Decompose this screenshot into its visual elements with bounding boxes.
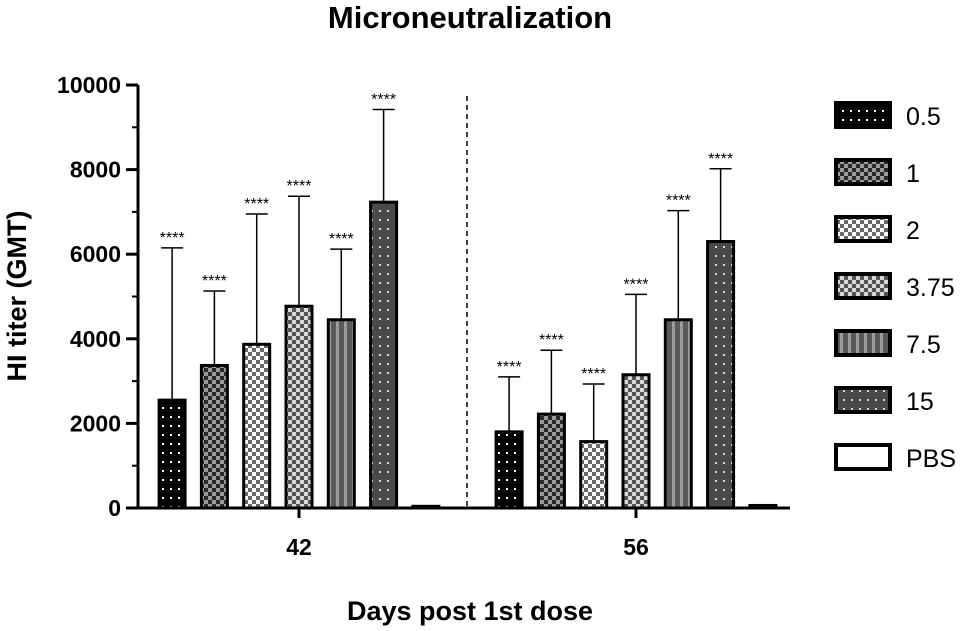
bar-0.5-56 bbox=[494, 430, 524, 510]
legend-swatch-PBS bbox=[834, 443, 892, 471]
legend-swatch-0.5 bbox=[834, 101, 892, 129]
significance-marker: **** bbox=[244, 196, 269, 213]
x-axis: 42 56 bbox=[138, 506, 790, 560]
y-tick-label: 8000 bbox=[70, 157, 121, 183]
legend-swatch-7.5 bbox=[834, 329, 892, 357]
bars bbox=[157, 200, 778, 510]
significance-marker: **** bbox=[539, 332, 564, 349]
bar-7.5-56 bbox=[663, 318, 693, 510]
bar-15-42 bbox=[369, 200, 399, 510]
significance-marker: **** bbox=[202, 273, 227, 290]
x-tick-label: 42 bbox=[286, 534, 312, 560]
y-tick-label: 0 bbox=[108, 495, 121, 521]
significance-marker: **** bbox=[666, 193, 691, 210]
bar-2-56 bbox=[579, 440, 609, 510]
significance-marker: **** bbox=[371, 92, 396, 109]
legend-swatch-15 bbox=[834, 386, 892, 414]
bar-0.5-42 bbox=[157, 398, 187, 510]
chart-title: Microneutralization bbox=[328, 0, 612, 35]
bar-1-42 bbox=[199, 363, 229, 510]
bar-7.5-42 bbox=[326, 318, 356, 510]
significance-marker: **** bbox=[329, 231, 354, 248]
significance-markers: **** **** **** **** **** **** **** **** **** ****… bbox=[160, 92, 733, 384]
bar-1-56 bbox=[536, 412, 566, 510]
y-axis: 0 2000 4000 6000 8000 10000 bbox=[57, 72, 140, 521]
y-tick-label: 10000 bbox=[57, 72, 121, 98]
x-tick-label: 56 bbox=[623, 534, 649, 560]
x-axis-title: Days post 1st dose bbox=[347, 596, 593, 626]
significance-marker: **** bbox=[160, 230, 185, 247]
significance-marker: **** bbox=[708, 151, 733, 168]
significance-marker: **** bbox=[287, 178, 312, 195]
legend-swatch-3.75 bbox=[834, 272, 892, 300]
bar-15-56 bbox=[706, 240, 736, 510]
bar-2-42 bbox=[242, 342, 272, 510]
y-tick-label: 4000 bbox=[70, 326, 121, 352]
y-axis-title: HI titer (GMT) bbox=[2, 211, 32, 382]
error-bars bbox=[161, 108, 732, 442]
significance-marker: **** bbox=[581, 366, 606, 383]
significance-marker: **** bbox=[497, 359, 522, 376]
legend: 0.5 1 2 3.75 7.5 15 PBS bbox=[834, 101, 956, 473]
bar-PBS-42 bbox=[411, 504, 441, 510]
legend-label-PBS: PBS bbox=[906, 445, 956, 473]
bar-3.75-56 bbox=[621, 373, 651, 510]
legend-label-2: 2 bbox=[906, 217, 920, 245]
legend-label-3.75: 3.75 bbox=[906, 274, 955, 302]
y-tick-label: 6000 bbox=[70, 241, 121, 267]
legend-label-0.5: 0.5 bbox=[906, 103, 941, 131]
legend-label-15: 15 bbox=[906, 388, 934, 416]
legend-swatch-1 bbox=[834, 158, 892, 186]
legend-label-7.5: 7.5 bbox=[906, 331, 941, 359]
significance-marker: **** bbox=[624, 276, 649, 293]
legend-label-1: 1 bbox=[906, 160, 920, 188]
y-tick-label: 2000 bbox=[70, 410, 121, 436]
bar-PBS-56 bbox=[748, 503, 778, 510]
legend-swatch-2 bbox=[834, 215, 892, 243]
bar-3.75-42 bbox=[284, 304, 314, 510]
